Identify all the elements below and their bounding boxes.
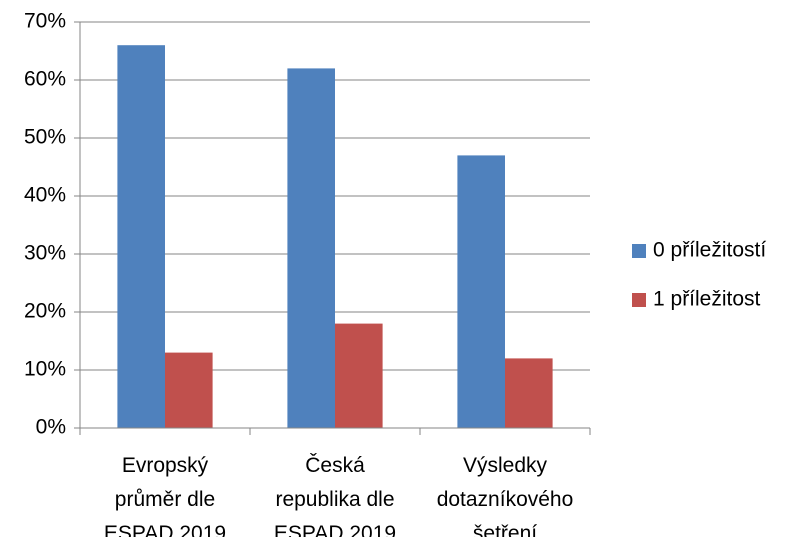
y-tick-label: 20%	[24, 300, 66, 323]
y-tick-label: 40%	[24, 184, 66, 207]
y-tick-label: 0%	[36, 416, 66, 439]
x-tick-label-line: průměr dle	[115, 488, 215, 511]
y-tick-label: 70%	[24, 10, 66, 33]
x-tick-label-line: ESPAD 2019	[104, 522, 226, 537]
y-tick-label: 10%	[24, 358, 66, 381]
bar	[335, 323, 383, 428]
bar	[165, 352, 213, 428]
y-tick-label: 30%	[24, 242, 66, 265]
x-tick-label-line: dotazníkového	[437, 488, 574, 511]
legend-swatch	[632, 293, 646, 307]
bar	[457, 155, 505, 428]
legend-swatch	[632, 244, 646, 258]
legend-label: 1 příležitost	[653, 288, 761, 311]
bar	[287, 68, 335, 429]
x-tick-label-line: Výsledky	[463, 454, 548, 477]
x-tick-label: Evropský průměr dle ESPAD 2019	[104, 454, 226, 537]
x-tick-label: Česká republika dle ESPAD 2019	[274, 454, 396, 537]
x-tick-label-line: republika dle	[275, 488, 394, 511]
x-tick-label-line: Evropský	[122, 454, 209, 477]
x-tick-label-line: šetření	[473, 522, 537, 537]
bar	[117, 45, 165, 428]
y-tick-label: 50%	[24, 126, 66, 149]
y-tick-label: 60%	[24, 68, 66, 91]
bar	[505, 358, 553, 428]
x-tick-label: Výsledky dotazníkového šetření	[437, 454, 574, 537]
x-tick-label-line: Česká	[305, 454, 365, 477]
x-tick-label-line: ESPAD 2019	[274, 522, 396, 537]
legend-label: 0 příležitostí	[653, 239, 766, 262]
